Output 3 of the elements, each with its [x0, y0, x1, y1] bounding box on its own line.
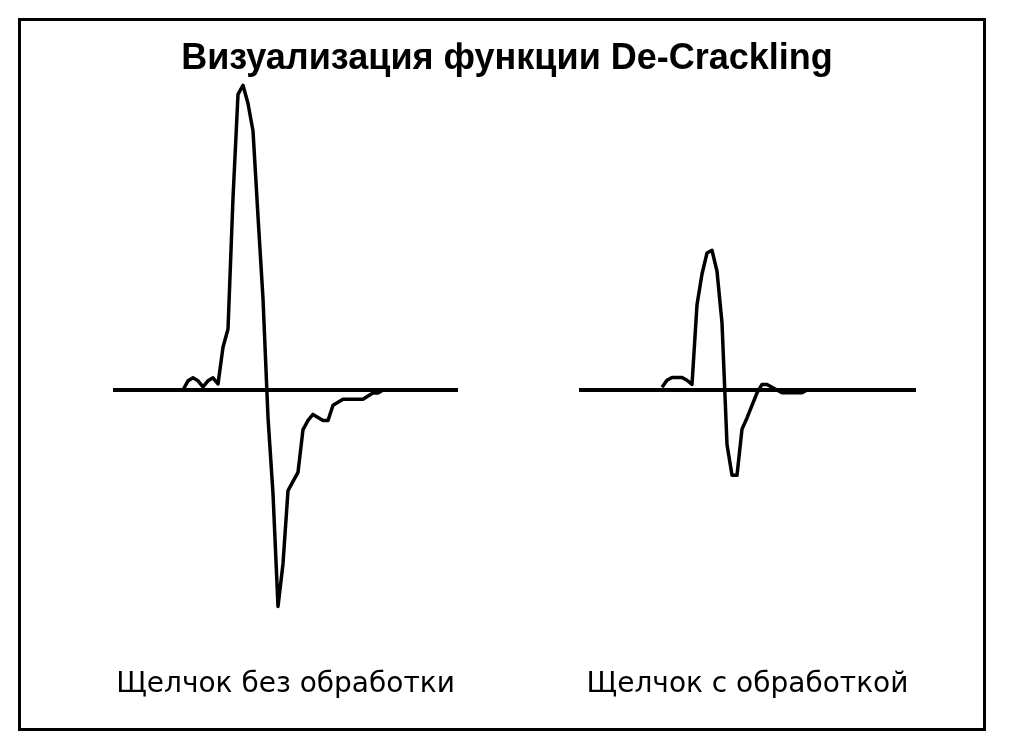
text: Визуализация функции De-Crackling [180, 36, 834, 78]
text: Щелчок с обработкой [586, 666, 909, 700]
text: Щелчок без обработки [116, 666, 455, 700]
